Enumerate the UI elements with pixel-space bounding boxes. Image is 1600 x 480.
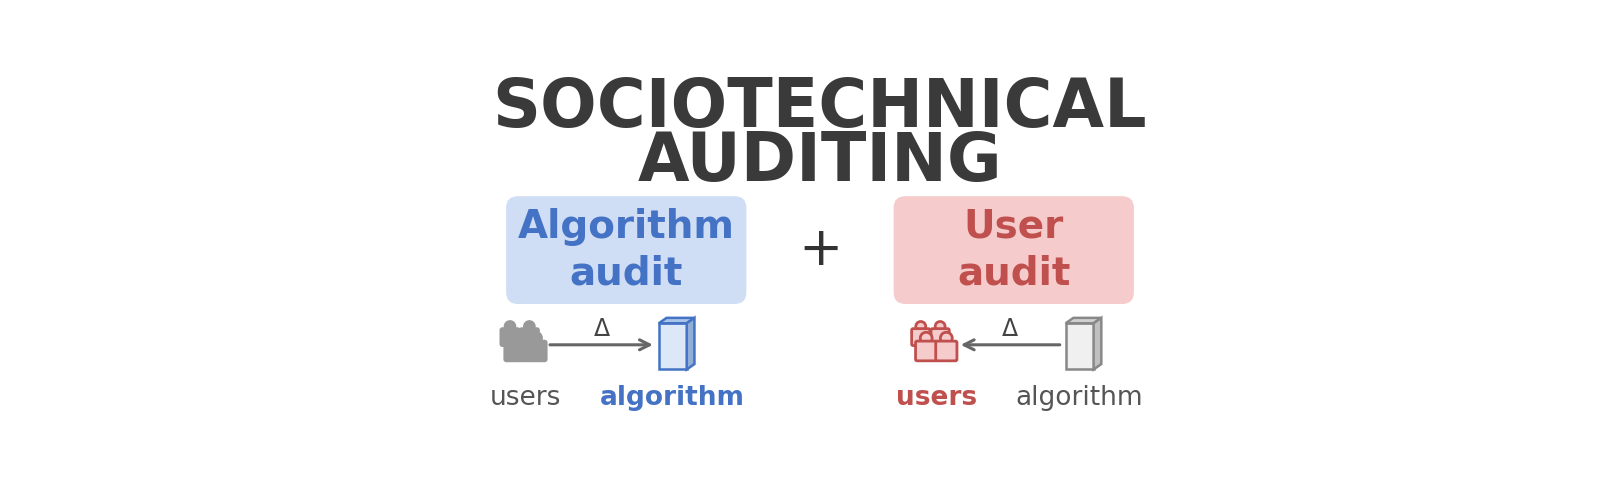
Circle shape bbox=[525, 322, 534, 331]
FancyBboxPatch shape bbox=[931, 329, 949, 346]
Text: +: + bbox=[798, 224, 842, 276]
Text: Δ: Δ bbox=[594, 317, 610, 341]
FancyBboxPatch shape bbox=[506, 341, 526, 361]
Polygon shape bbox=[659, 318, 694, 323]
FancyBboxPatch shape bbox=[912, 329, 930, 346]
Text: User
audit: User audit bbox=[957, 208, 1070, 293]
Polygon shape bbox=[659, 323, 686, 370]
FancyBboxPatch shape bbox=[506, 196, 746, 304]
Text: SOCIOTECHNICAL: SOCIOTECHNICAL bbox=[493, 75, 1147, 141]
Text: users: users bbox=[490, 385, 562, 411]
Circle shape bbox=[915, 322, 926, 331]
Circle shape bbox=[920, 332, 933, 344]
FancyBboxPatch shape bbox=[501, 329, 518, 346]
FancyBboxPatch shape bbox=[915, 341, 936, 361]
Text: algorithm: algorithm bbox=[1016, 385, 1144, 411]
Polygon shape bbox=[686, 318, 694, 370]
Polygon shape bbox=[1066, 318, 1101, 323]
Text: AUDITING: AUDITING bbox=[638, 129, 1002, 194]
Circle shape bbox=[941, 332, 952, 344]
Text: algorithm: algorithm bbox=[600, 385, 746, 411]
FancyBboxPatch shape bbox=[525, 341, 546, 361]
Polygon shape bbox=[1093, 318, 1101, 370]
FancyBboxPatch shape bbox=[936, 341, 957, 361]
Circle shape bbox=[509, 332, 522, 344]
Polygon shape bbox=[1066, 323, 1093, 370]
FancyBboxPatch shape bbox=[894, 196, 1134, 304]
Circle shape bbox=[506, 322, 515, 331]
Text: users: users bbox=[896, 385, 978, 411]
FancyBboxPatch shape bbox=[520, 329, 539, 346]
Text: Δ: Δ bbox=[1002, 317, 1018, 341]
Circle shape bbox=[934, 322, 946, 331]
Text: Algorithm
audit: Algorithm audit bbox=[518, 208, 734, 293]
Circle shape bbox=[530, 332, 541, 344]
